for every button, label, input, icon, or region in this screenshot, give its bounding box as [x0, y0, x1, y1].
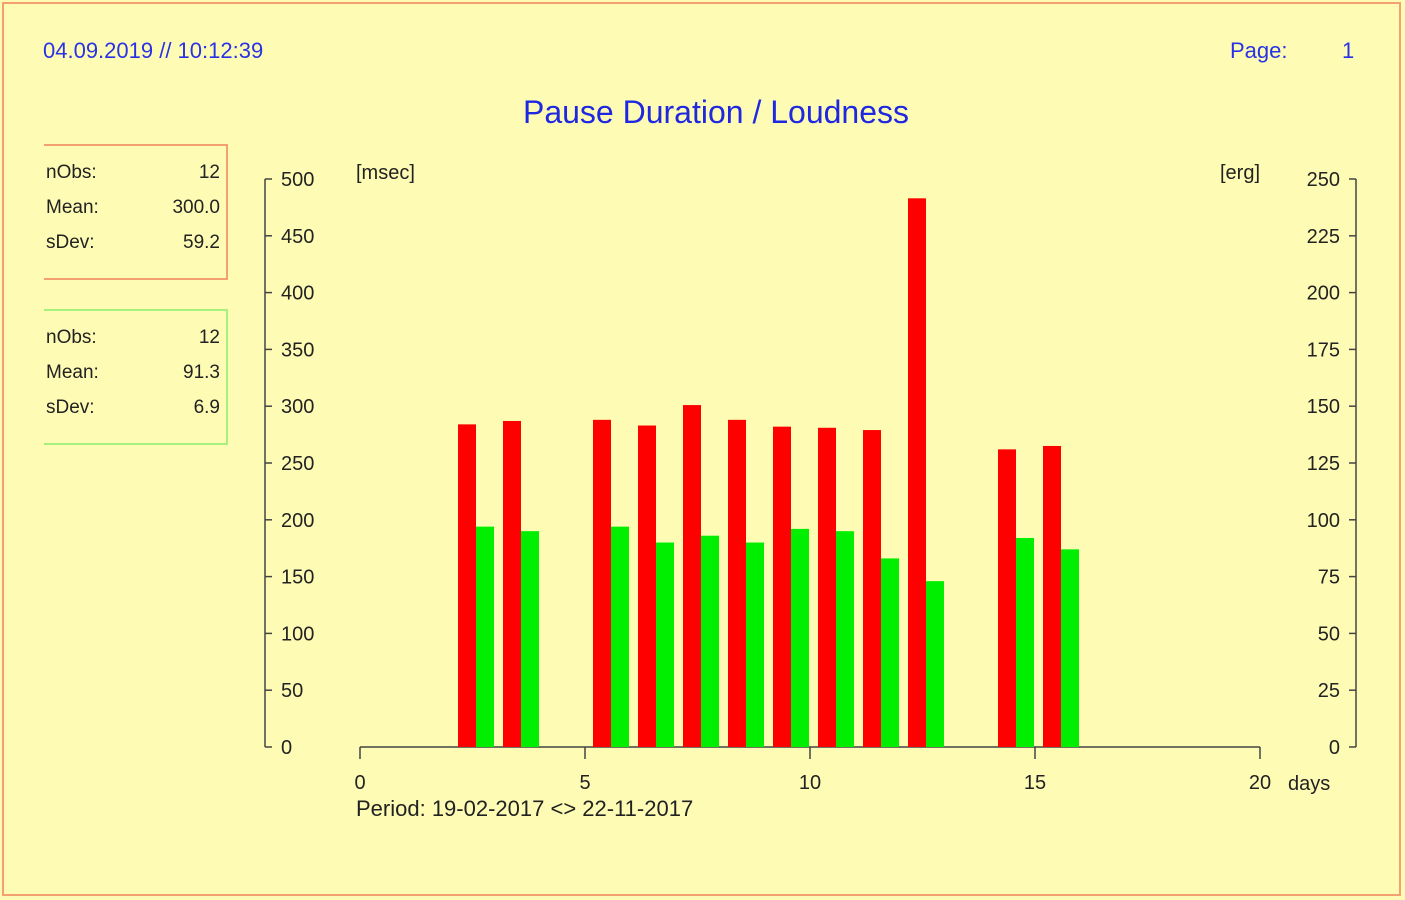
- loudness-bar: [881, 558, 899, 747]
- right-tick-label: 0: [1329, 737, 1340, 759]
- right-tick-label: 175: [1307, 339, 1340, 361]
- left-tick-label: 100: [281, 623, 314, 645]
- x-tick-label: 15: [1024, 772, 1046, 794]
- x-tick-label: 10: [799, 772, 821, 794]
- loudness-bar: [521, 531, 539, 747]
- loudness-bar: [701, 535, 719, 747]
- stat-value: 300.0: [172, 197, 220, 218]
- stat-value: 12: [198, 162, 220, 183]
- right-tick-label: 225: [1307, 226, 1340, 248]
- left-tick-label: 350: [281, 339, 314, 361]
- loudness-stat-nobs: nObs: 12: [44, 327, 226, 362]
- right-tick-label: 200: [1307, 283, 1340, 305]
- stat-key: sDev:: [46, 397, 95, 418]
- loudness-stat-mean: Mean: 91.3: [44, 362, 226, 397]
- left-axis-unit: [msec]: [356, 162, 415, 184]
- page-number: 1: [1342, 38, 1355, 63]
- loudness-stats-box: nObs: 12 Mean: 91.3 sDev: 6.9: [44, 309, 228, 445]
- left-y-axis: 0 50 100 150 200 250 300 350 400 450 500: [264, 169, 314, 759]
- left-tick-label: 400: [281, 283, 314, 305]
- duration-bar: [458, 424, 476, 747]
- page-label: Page:: [1230, 38, 1288, 63]
- loudness-bar: [611, 526, 629, 747]
- duration-bar: [503, 420, 521, 747]
- duration-bar: [728, 419, 746, 747]
- right-tick-label: 100: [1307, 510, 1340, 532]
- stat-key: Mean:: [46, 197, 99, 218]
- loudness-bar: [1016, 537, 1034, 747]
- x-tick-label: 20: [1249, 772, 1271, 794]
- left-tick-label: 300: [281, 396, 314, 418]
- stat-key: sDev:: [46, 232, 95, 253]
- right-tick-label: 50: [1318, 623, 1340, 645]
- right-tick-label: 250: [1307, 169, 1340, 191]
- loudness-bar: [656, 542, 674, 747]
- duration-bar: [773, 426, 791, 747]
- x-tick-label: 0: [354, 772, 365, 794]
- left-tick-label: 500: [281, 169, 314, 191]
- duration-bar: [593, 419, 611, 747]
- stat-key: Mean:: [46, 362, 99, 383]
- stat-key: nObs:: [46, 327, 97, 348]
- duration-stat-nobs: nObs: 12: [44, 162, 226, 197]
- stat-value: 12: [198, 327, 220, 348]
- right-tick-label: 25: [1318, 680, 1340, 702]
- right-tick-label: 125: [1307, 453, 1340, 475]
- left-tick-label: 0: [281, 737, 292, 759]
- loudness-bar: [836, 531, 854, 747]
- loudness-bar: [476, 526, 494, 747]
- duration-stat-mean: Mean: 300.0: [44, 197, 226, 232]
- duration-bar: [683, 405, 701, 747]
- duration-bar: [1043, 445, 1061, 747]
- left-tick-label: 250: [281, 453, 314, 475]
- duration-bar: [908, 198, 926, 747]
- stat-value: 91.3: [183, 362, 220, 383]
- bar-series: [458, 198, 1079, 747]
- loudness-stat-sdev: sDev: 6.9: [44, 397, 226, 432]
- left-tick-label: 50: [281, 680, 303, 702]
- left-tick-label: 200: [281, 510, 314, 532]
- duration-bar: [998, 449, 1016, 747]
- right-y-axis: 0 25 50 75 100 125 150 175 200 225 250: [1307, 169, 1357, 759]
- loudness-bar: [1061, 549, 1079, 747]
- report-date: 04.09.2019 // 10:12:39: [43, 38, 264, 63]
- chart-title: Pause Duration / Loudness: [522, 94, 910, 130]
- left-tick-label: 450: [281, 226, 314, 248]
- duration-bar: [863, 430, 881, 747]
- x-tick-label: 5: [579, 772, 590, 794]
- stat-key: nObs:: [46, 162, 97, 183]
- loudness-bar: [791, 528, 809, 747]
- right-tick-label: 150: [1307, 396, 1340, 418]
- x-axis: 0 5 10 15 20: [354, 746, 1271, 794]
- stat-value: 59.2: [183, 232, 220, 253]
- x-axis-label: days: [1288, 773, 1330, 795]
- left-tick-label: 150: [281, 567, 314, 589]
- duration-bar: [638, 425, 656, 747]
- right-tick-label: 75: [1318, 567, 1340, 589]
- stat-value: 6.9: [193, 397, 220, 418]
- duration-stats-box: nObs: 12 Mean: 300.0 sDev: 59.2: [44, 144, 228, 280]
- duration-stat-sdev: sDev: 59.2: [44, 232, 226, 267]
- right-axis-unit: [erg]: [1220, 162, 1260, 184]
- loudness-bar: [926, 581, 944, 747]
- loudness-bar: [746, 542, 764, 747]
- period-label: Period: 19-02-2017 <> 22-11-2017: [356, 796, 694, 821]
- duration-bar: [818, 427, 836, 747]
